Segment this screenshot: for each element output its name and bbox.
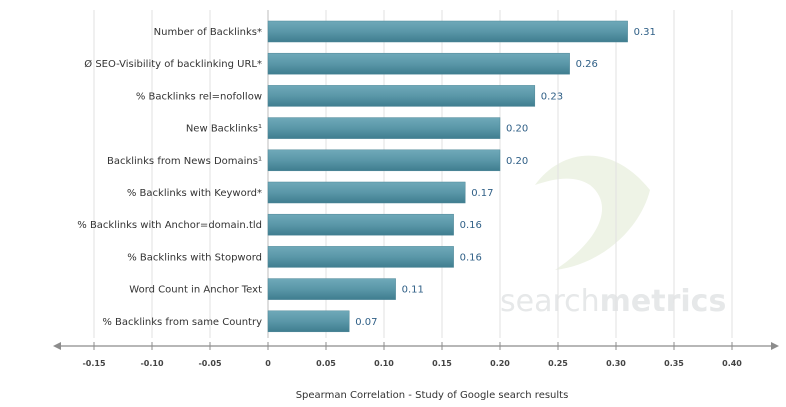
value-label: 0.31 xyxy=(634,27,656,38)
category-label: Backlinks from News Domains¹ xyxy=(107,156,262,167)
value-label: 0.26 xyxy=(576,59,598,70)
x-axis: -0.15 -0.10 -0.05 0 0.05 0.10 0.15 0.20 0.25 0.30… xyxy=(53,342,779,368)
watermark-part2: metrics xyxy=(600,284,727,319)
tick-label: 0.30 xyxy=(606,359,626,368)
tick-label: 0.35 xyxy=(664,359,684,368)
bar xyxy=(267,181,466,204)
watermark-part1: search xyxy=(500,284,600,319)
value-label: 0.11 xyxy=(402,285,424,296)
tick-label: -0.10 xyxy=(140,359,163,368)
bars xyxy=(267,20,628,333)
bar xyxy=(267,149,501,172)
watermark-swoosh-icon xyxy=(535,155,650,270)
category-label: % Backlinks rel=nofollow xyxy=(136,91,262,102)
value-labels: 0.31 0.26 0.23 0.20 0.20 0.17 0.16 0.16 0.11 0.07 xyxy=(355,27,656,328)
tick-label: 0.10 xyxy=(374,359,394,368)
category-label: % Backlinks with Stopword xyxy=(127,252,262,263)
tick-label: 0.40 xyxy=(722,359,742,368)
category-label: Number of Backlinks* xyxy=(154,27,262,38)
category-label: % Backlinks from same Country xyxy=(102,317,262,328)
category-labels: Number of Backlinks* Ø SEO-Visibility of … xyxy=(77,27,262,328)
value-label: 0.07 xyxy=(355,317,377,328)
bar xyxy=(267,310,350,333)
tick-label: -0.15 xyxy=(82,359,105,368)
category-label: Word Count in Anchor Text xyxy=(129,285,262,296)
watermark-text: searchmetrics xyxy=(500,284,726,319)
category-label: New Backlinks¹ xyxy=(186,124,262,135)
tick-label: 0.05 xyxy=(316,359,336,368)
x-axis-title: Spearman Correlation - Study of Google s… xyxy=(296,390,569,401)
bar xyxy=(267,246,454,268)
bar xyxy=(267,85,536,107)
bar xyxy=(267,117,501,139)
bar xyxy=(267,52,570,75)
tick-label: 0.15 xyxy=(432,359,452,368)
value-label: 0.17 xyxy=(471,188,493,199)
value-label: 0.23 xyxy=(541,91,563,102)
value-label: 0.16 xyxy=(460,220,482,231)
searchmetrics-watermark: searchmetrics xyxy=(500,155,726,319)
value-label: 0.20 xyxy=(506,124,528,135)
arrow-right-icon xyxy=(771,342,779,350)
value-label: 0.20 xyxy=(506,156,528,167)
tick-label: 0 xyxy=(265,359,271,368)
bar xyxy=(267,20,628,43)
arrow-left-icon xyxy=(53,342,61,350)
value-label: 0.16 xyxy=(460,252,482,263)
bar xyxy=(267,213,454,236)
tick-label: 0.25 xyxy=(548,359,568,368)
category-label: % Backlinks with Keyword* xyxy=(127,188,262,199)
tick-label: 0.20 xyxy=(490,359,510,368)
tick-label: -0.05 xyxy=(198,359,221,368)
category-label: Ø SEO-Visibility of backlinking URL* xyxy=(84,58,262,70)
bar xyxy=(267,278,396,300)
category-label: % Backlinks with Anchor=domain.tld xyxy=(77,220,262,231)
